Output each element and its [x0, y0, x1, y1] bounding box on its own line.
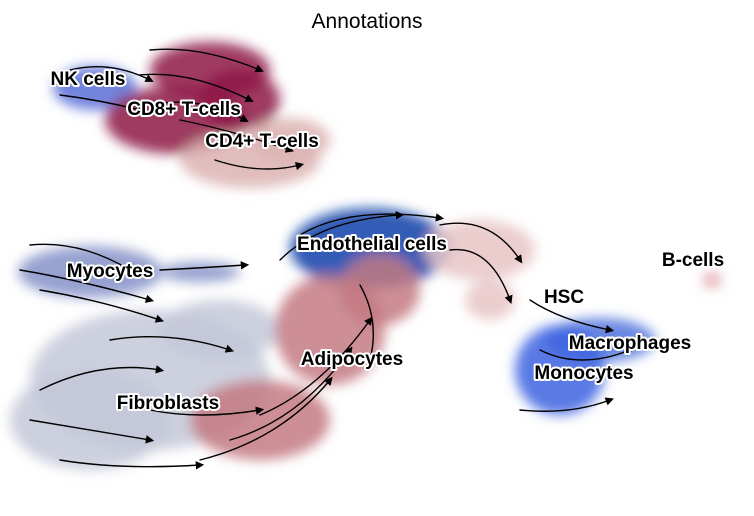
cluster-label-macrophages: Macrophages: [569, 333, 691, 354]
velocity-streamline: [539, 347, 634, 361]
cluster-cd4-t-cells-blob: [250, 118, 330, 162]
velocity-streamline: [149, 406, 265, 416]
cluster-label-monocytes: Monocytes: [534, 363, 633, 384]
velocity-streamline: [214, 159, 305, 171]
cluster-myocytes-blob: [160, 262, 240, 282]
cluster-nk-cells-blob: [53, 66, 137, 110]
cluster-label-cd4-t-cells: CD4+ T-cells: [205, 131, 319, 152]
velocity-streamline: [259, 316, 373, 416]
cluster-myocytes-blob: [18, 246, 162, 298]
chart-title: Annotations: [311, 10, 423, 33]
cluster-b-cells-blob: [702, 272, 722, 288]
cluster-label-hsc: HSC: [544, 287, 584, 308]
cluster-adipocytes-blob: [340, 255, 420, 325]
cluster-label-adipocytes: Adipocytes: [301, 349, 403, 370]
velocity-streamline: [149, 101, 249, 123]
cluster-label-fibroblasts: Fibroblasts: [117, 393, 219, 414]
velocity-streamline: [149, 48, 264, 73]
cluster-label-myocytes: Myocytes: [67, 261, 154, 282]
velocity-streamline: [229, 346, 353, 441]
velocity-streamline: [439, 222, 523, 264]
velocity-streamline: [59, 94, 145, 114]
cluster-label-endothelial-cells: Endothelial cells: [297, 234, 447, 255]
velocity-streamline: [279, 211, 405, 261]
cluster-fibroblasts-blob: [160, 300, 280, 360]
velocity-streamline: [39, 289, 164, 323]
cluster-cd8-t-cells-blob: [200, 70, 280, 130]
velocity-streamline: [29, 419, 155, 444]
velocity-streamline: [449, 248, 513, 304]
velocity-streamline: [29, 243, 134, 273]
velocity-streamline: [359, 284, 376, 365]
velocity-streamline: [19, 269, 155, 303]
velocity-streamline: [139, 73, 254, 102]
cluster-monocytes-blob: [515, 325, 605, 415]
velocity-streamline: [39, 365, 165, 391]
velocity-streamline: [59, 459, 205, 470]
velocity-streamline: [69, 66, 154, 82]
cluster-hsc-blob: [465, 280, 515, 320]
velocity-streamline: [529, 299, 615, 334]
velocity-streamline: [109, 335, 234, 353]
cluster-fibroblasts-blob: [10, 370, 170, 470]
cluster-label-nk-cells: NK cells: [51, 69, 126, 90]
velocity-streamline: [159, 261, 250, 271]
velocity-streamline: [179, 119, 294, 153]
cluster-label-b-cells: B-cells: [662, 250, 724, 271]
cluster-label-cd8-t-cells: CD8+ T-cells: [127, 99, 241, 120]
cluster-adipocytes-blob: [190, 380, 330, 460]
velocity-streamline: [199, 376, 333, 461]
velocity-streamline: [299, 213, 445, 236]
velocity-streamline: [519, 397, 614, 412]
cluster-hsc-blob: [425, 220, 535, 280]
